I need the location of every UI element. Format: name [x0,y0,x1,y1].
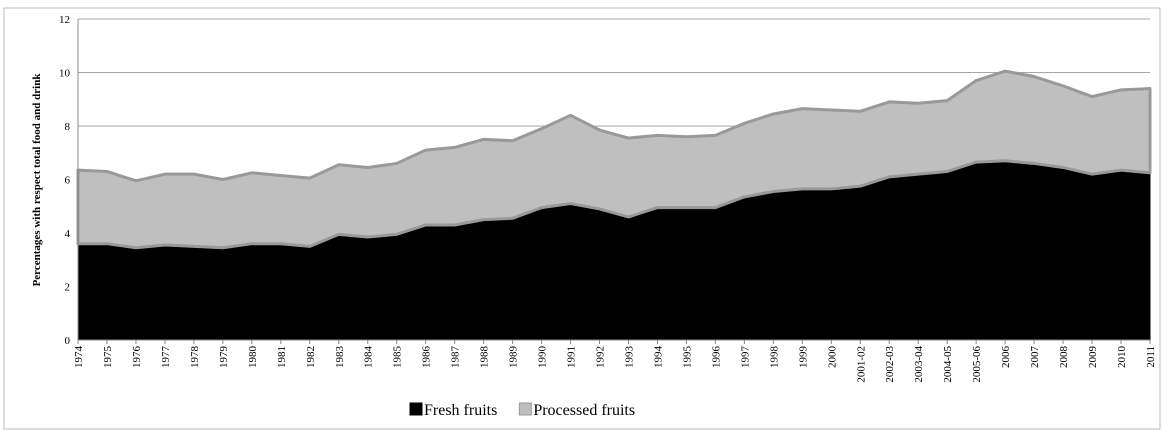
y-tick-label: 8 [65,121,71,133]
y-tick-label: 6 [65,175,71,187]
x-tick-label: 1999 [797,346,809,369]
x-tick-label: 1981 [276,346,288,368]
x-tick-label: 1994 [652,346,664,369]
area [76,69,1152,250]
x-tick-label: 1978 [189,346,201,369]
x-tick-label: 2005-06 [971,346,983,383]
x-tick-label: 2010 [1116,346,1128,369]
x-tick-label: 2009 [1087,346,1099,369]
x-tick-label: 1991 [566,346,578,368]
x-tick-label: 1983 [334,346,346,369]
x-tick-label: 2001-02 [855,346,867,383]
x-tick-label: 1974 [73,346,85,369]
x-tick-label: 1996 [710,346,722,369]
x-tick-label: 1975 [102,346,114,369]
x-tick-label: 1992 [595,346,607,368]
legend-label: Fresh fruits [424,402,497,419]
y-tick-label: 12 [59,14,70,26]
legend-label: Processed fruits [533,402,635,419]
x-tick-label: 1997 [739,346,751,369]
y-tick-label: 0 [65,335,71,347]
x-tick-label: 1993 [623,346,635,369]
x-tick-label: 2006 [1000,346,1012,369]
legend-swatch [409,402,423,416]
x-tick-label: 1982 [305,346,317,368]
x-tick-label: 1985 [392,346,404,369]
x-tick-label: 2008 [1058,346,1070,369]
x-tick-label: 1995 [681,346,693,369]
x-tick-label: 2007 [1029,346,1041,369]
y-tick-label: 2 [65,282,71,294]
x-tick-label: 1988 [479,346,491,369]
x-tick-label: 2004-05 [942,346,954,383]
x-tick-label: 1990 [537,346,549,369]
x-tick-label: 1984 [363,346,375,369]
x-tick-label: 1976 [131,346,143,369]
x-tick-label: 2003-04 [913,346,925,383]
x-tick-label: 1987 [450,346,462,369]
y-tick-label: 4 [65,228,71,240]
x-tick-label: 1986 [421,346,433,369]
x-tick-label: 1977 [160,346,172,369]
y-axis-label: Percentages with respect total food and … [31,73,43,287]
y-tick-label: 10 [59,68,71,80]
x-tick-label: 1998 [768,346,780,369]
x-tick-label: 1980 [247,346,259,369]
x-tick-label: 2000 [826,346,838,369]
legend: Fresh fruits Processed fruits [409,402,635,419]
x-tick-label: 2011 [1145,346,1157,368]
legend-swatch [518,402,532,416]
x-tick-label: 1979 [218,346,230,369]
x-tick-label: 1989 [508,346,520,369]
x-tick-label: 2002-03 [884,346,896,383]
